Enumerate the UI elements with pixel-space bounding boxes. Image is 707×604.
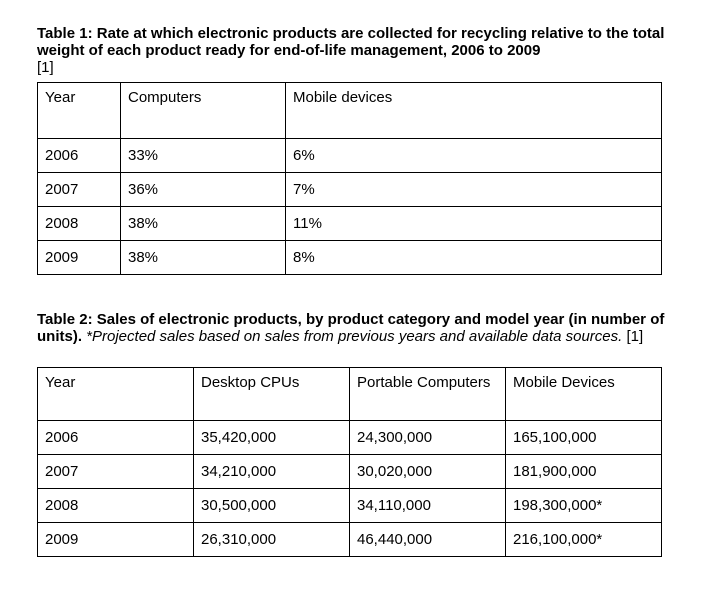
table1-caption: Table 1: Rate at which electronic produc… — [37, 25, 667, 76]
header-cell: Year — [37, 82, 121, 139]
table-row: 2008 30,500,000 34,110,000 198,300,000* — [37, 488, 662, 523]
table-cell: 11% — [285, 206, 662, 241]
header-cell: Mobile devices — [285, 82, 662, 139]
table2-caption-title: Table 2: Sales of electronic products, b… — [37, 311, 665, 345]
sales-table: Year Desktop CPUs Portable Computers Mob… — [37, 367, 662, 557]
table-header-row: Year Computers Mobile devices — [37, 82, 662, 139]
table-cell: 216,100,000* — [505, 522, 662, 557]
table-row: 2007 36% 7% — [37, 172, 662, 207]
table-cell: 38% — [120, 206, 286, 241]
table-cell: 30,020,000 — [349, 454, 506, 489]
table-row: 2009 26,310,000 46,440,000 216,100,000* — [37, 522, 662, 557]
table-cell: 165,100,000 — [505, 420, 662, 455]
table-cell: 181,900,000 — [505, 454, 662, 489]
table-cell: 6% — [285, 138, 662, 173]
table-cell: 2007 — [37, 172, 121, 207]
table-cell: 2007 — [37, 454, 194, 489]
header-cell: Mobile Devices — [505, 367, 662, 421]
table2-caption: Table 2: Sales of electronic products, b… — [37, 311, 667, 345]
table-row: 2006 33% 6% — [37, 138, 662, 173]
table1-caption-title: Table 1: Rate at which electronic produc… — [37, 25, 665, 59]
table-cell: 7% — [285, 172, 662, 207]
table-cell: 38% — [120, 240, 286, 275]
table-cell: 46,440,000 — [349, 522, 506, 557]
table-cell: 33% — [120, 138, 286, 173]
table-header-row: Year Desktop CPUs Portable Computers Mob… — [37, 367, 662, 421]
table-cell: 2009 — [37, 240, 121, 275]
table-cell: 36% — [120, 172, 286, 207]
table1-caption-ref: [1] — [37, 59, 54, 76]
table2-caption-note: *Projected sales based on sales from pre… — [86, 328, 623, 345]
header-cell: Year — [37, 367, 194, 421]
table-cell: 30,500,000 — [193, 488, 350, 523]
table-cell: 2008 — [37, 206, 121, 241]
table-cell: 35,420,000 — [193, 420, 350, 455]
table-cell: 2009 — [37, 522, 194, 557]
recycling-rate-table: Year Computers Mobile devices 2006 33% 6… — [37, 82, 662, 275]
header-cell: Computers — [120, 82, 286, 139]
table-row: 2008 38% 11% — [37, 206, 662, 241]
table-cell: 198,300,000* — [505, 488, 662, 523]
table-cell: 34,210,000 — [193, 454, 350, 489]
table-row: 2009 38% 8% — [37, 240, 662, 275]
table-row: 2006 35,420,000 24,300,000 165,100,000 — [37, 420, 662, 455]
table-cell: 2008 — [37, 488, 194, 523]
table-cell: 26,310,000 — [193, 522, 350, 557]
table-cell: 8% — [285, 240, 662, 275]
header-cell: Desktop CPUs — [193, 367, 350, 421]
table-cell: 2006 — [37, 420, 194, 455]
table2-caption-ref: [1] — [626, 328, 644, 345]
table-cell: 2006 — [37, 138, 121, 173]
header-cell: Portable Computers — [349, 367, 506, 421]
table-cell: 34,110,000 — [349, 488, 506, 523]
table-cell: 24,300,000 — [349, 420, 506, 455]
table-row: 2007 34,210,000 30,020,000 181,900,000 — [37, 454, 662, 489]
